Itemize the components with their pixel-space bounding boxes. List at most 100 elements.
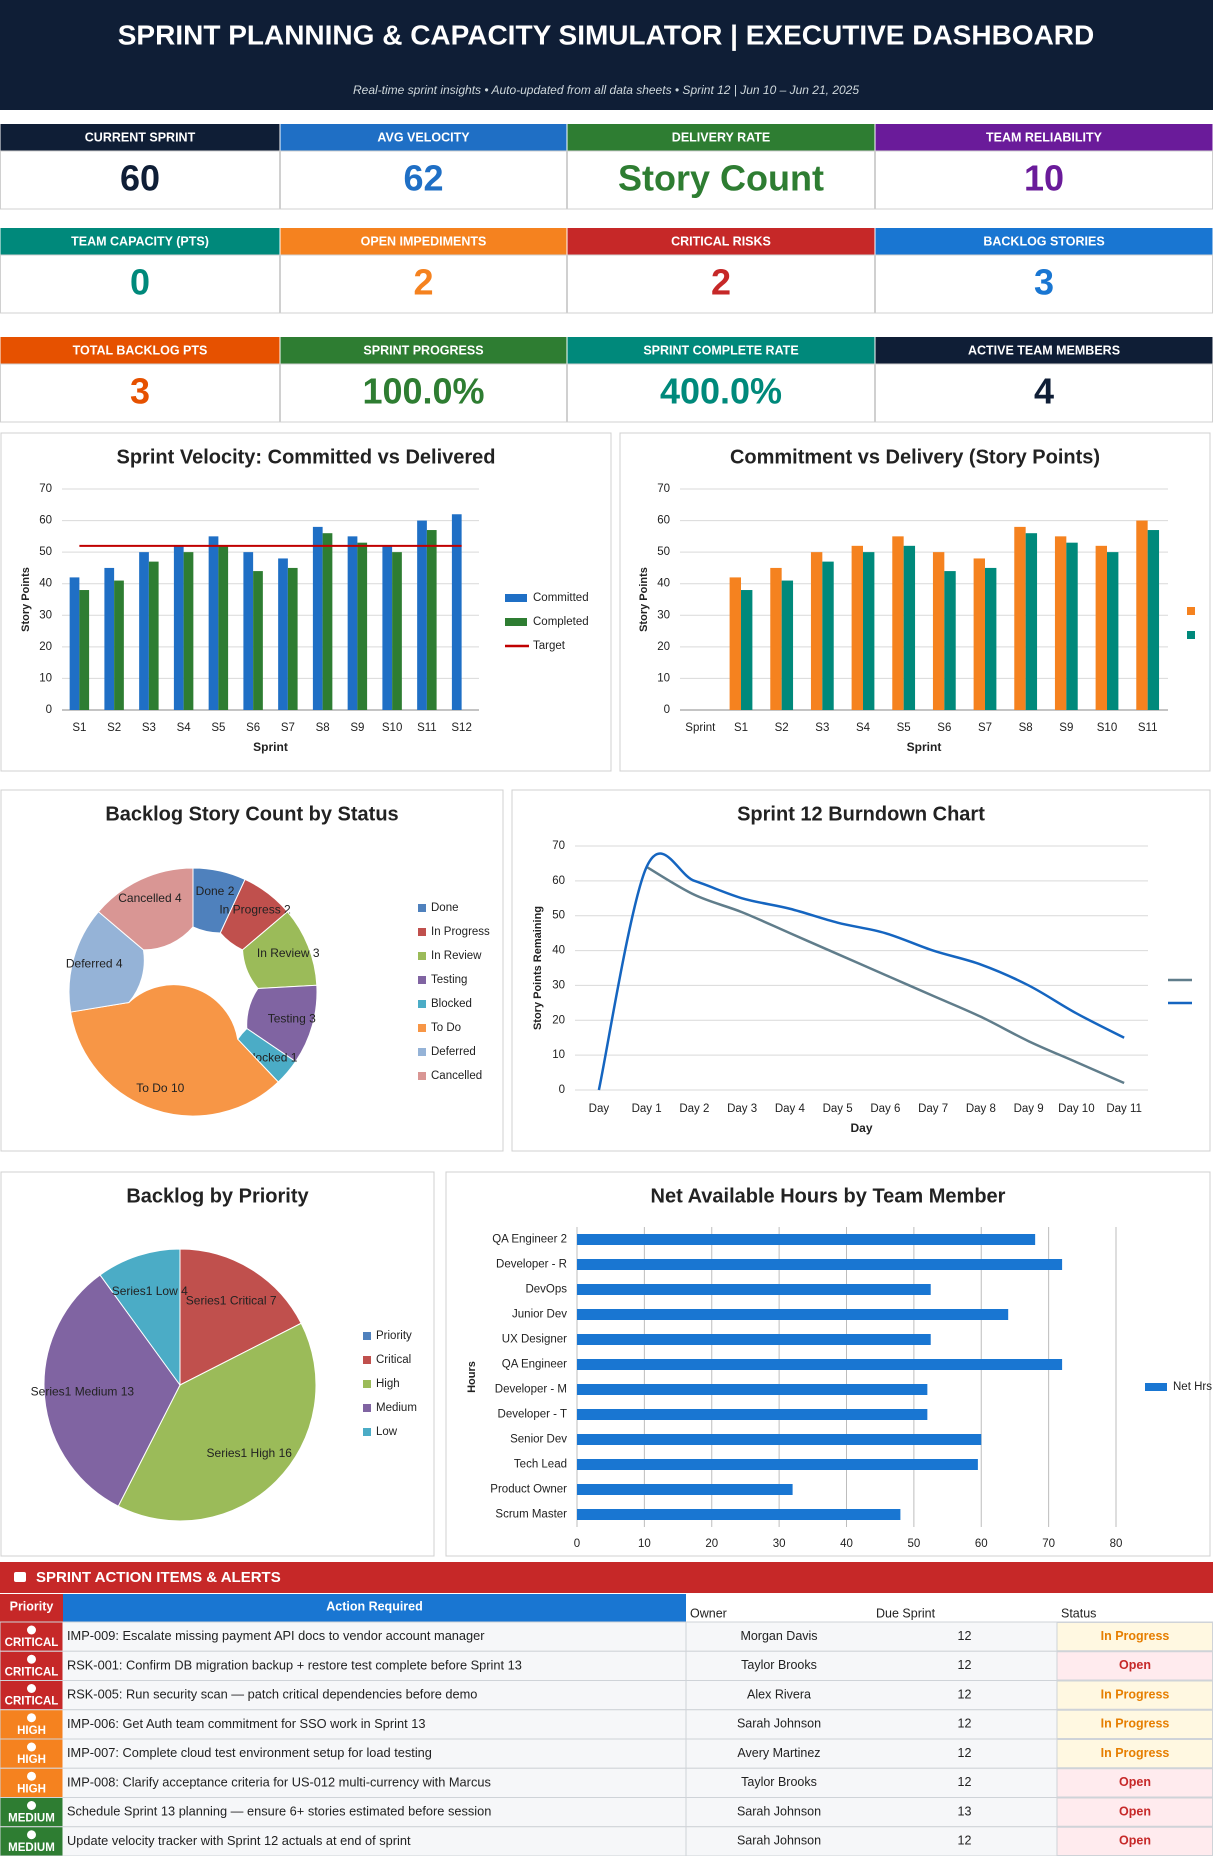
legend-marker — [1145, 1383, 1167, 1391]
owner: Morgan Davis — [740, 1629, 817, 1643]
kpi-label: TEAM RELIABILITY — [986, 130, 1103, 144]
bar — [417, 520, 427, 710]
data-label-value: 4 — [175, 891, 182, 905]
priority: MEDIUM — [8, 1842, 55, 1854]
table-header: Status — [1061, 1606, 1096, 1620]
legend-label: Priority — [376, 1330, 412, 1342]
kpi-value: 2 — [711, 262, 731, 303]
legend-marker — [363, 1332, 371, 1340]
kpi-value: 3 — [130, 371, 150, 412]
kpi-label: CURRENT SPRINT — [85, 130, 196, 144]
bar — [139, 552, 149, 710]
x-axis-title: Sprint — [253, 740, 288, 754]
y-tick-label: Developer - T — [498, 1409, 567, 1421]
data-label-value: 13 — [121, 1385, 135, 1399]
x-tick-label: S3 — [815, 722, 829, 734]
x-tick-label: S9 — [350, 722, 364, 734]
action: Update velocity tracker with Sprint 12 a… — [67, 1833, 411, 1848]
chart-title: Backlog by Priority — [126, 1185, 309, 1207]
kpi-label: TOTAL BACKLOG PTS — [73, 343, 208, 357]
kpi-header — [280, 124, 567, 151]
y-tick-label: 30 — [552, 979, 565, 991]
line-series — [645, 865, 1125, 1085]
dashboard-subtitle: Real-time sprint insights • Auto-updated… — [353, 83, 859, 97]
bar — [218, 545, 229, 710]
data-label-value: 3 — [309, 1012, 316, 1026]
legend-label: Deferred — [431, 1046, 476, 1058]
legend-marker — [363, 1428, 371, 1436]
bar — [741, 590, 753, 710]
legend-marker — [418, 976, 426, 984]
slice — [97, 867, 194, 951]
priority-icon — [27, 1625, 36, 1635]
bar — [781, 580, 794, 710]
bar — [312, 526, 323, 710]
y-tick-label: 20 — [39, 641, 52, 653]
y-tick-label: Tech Lead — [514, 1459, 567, 1471]
kpi-header — [280, 228, 567, 255]
y-tick-label: 70 — [39, 483, 52, 495]
bar — [577, 1484, 793, 1495]
legend-marker — [363, 1380, 371, 1388]
legend-marker — [505, 594, 527, 602]
bar — [770, 567, 782, 710]
due-sprint: 12 — [958, 1775, 972, 1789]
bar — [451, 514, 462, 710]
y-tick-label: 20 — [552, 1014, 565, 1026]
dashboard-title: SPRINT PLANNING & CAPACITY SIMULATOR | E… — [118, 19, 1095, 50]
status: Open — [1119, 1775, 1151, 1789]
kpi-label: TEAM CAPACITY (PTS) — [71, 234, 209, 248]
owner: Taylor Brooks — [741, 1775, 817, 1789]
x-tick-label: 80 — [1110, 1538, 1123, 1550]
x-tick-label: S2 — [775, 722, 789, 734]
legend-label: To Do — [431, 1022, 461, 1034]
kpi-header — [567, 337, 875, 364]
x-tick-label: S11 — [417, 722, 437, 734]
due-sprint: 12 — [958, 1629, 972, 1643]
kpi-body — [567, 254, 875, 314]
x-tick-label: 10 — [638, 1538, 651, 1550]
chart-panel — [511, 789, 1211, 1152]
slice — [117, 1322, 317, 1522]
y-tick-label: 0 — [664, 704, 670, 716]
data-label: Deferred 4 — [66, 957, 123, 971]
slice — [43, 1274, 181, 1507]
data-label: Series1 High 16 — [207, 1446, 293, 1460]
bar — [322, 533, 333, 710]
y-tick-label: 20 — [657, 641, 670, 653]
y-tick-label: Senior Dev — [510, 1434, 567, 1446]
legend-marker — [418, 904, 426, 912]
data-label-value: 2 — [228, 884, 235, 898]
y-tick-label: 60 — [657, 515, 670, 527]
x-axis-title: Day — [850, 1121, 872, 1135]
table-title-bar — [0, 1562, 1213, 1593]
chart-title: Sprint Velocity: Committed vs Delivered — [117, 446, 496, 468]
priority: CRITICAL — [5, 1666, 59, 1678]
bar — [278, 558, 288, 710]
x-tick-label: Sprint — [685, 722, 716, 734]
table-title: SPRINT ACTION ITEMS & ALERTS — [36, 1569, 281, 1586]
x-tick-label: S8 — [1019, 722, 1033, 734]
data-label-category: Deferred — [66, 957, 113, 971]
x-tick-label: S4 — [177, 722, 192, 734]
x-tick-label: 60 — [975, 1538, 988, 1550]
y-tick-label: Junior Dev — [512, 1309, 567, 1321]
kpi-value: 4 — [1034, 371, 1054, 412]
x-tick-label: Day 3 — [727, 1103, 757, 1115]
owner: Sarah Johnson — [737, 1804, 821, 1818]
line-series — [597, 852, 1125, 1091]
table-header: Action Required — [326, 1599, 423, 1613]
status-cell — [1056, 1739, 1213, 1769]
data-label-series: Series1 — [186, 1294, 227, 1308]
y-tick-label: QA Engineer — [502, 1359, 567, 1371]
priority-icon — [27, 1801, 36, 1810]
priority: HIGH — [17, 1783, 46, 1795]
data-label-category: Cancelled — [118, 891, 171, 905]
table-header-cell — [0, 1594, 63, 1622]
x-tick-label: Day 5 — [823, 1103, 853, 1115]
bar — [1025, 533, 1038, 710]
legend-label: Blocked — [431, 998, 472, 1010]
owner: Sarah Johnson — [737, 1717, 821, 1731]
owner: Avery Martinez — [737, 1746, 820, 1760]
